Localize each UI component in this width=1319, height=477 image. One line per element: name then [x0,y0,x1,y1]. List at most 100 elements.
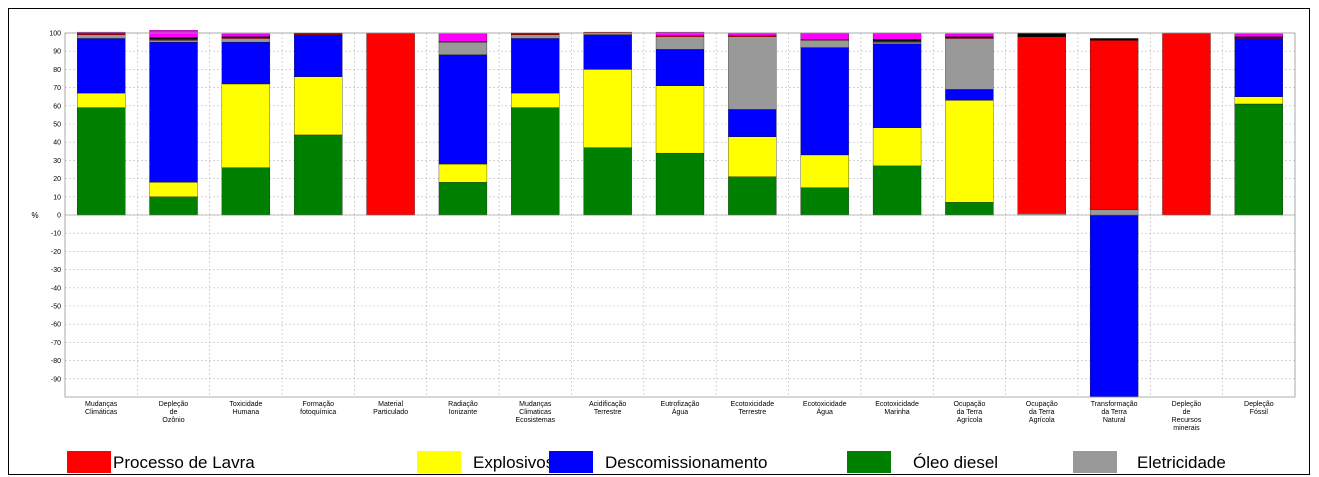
bar-segment [945,100,994,203]
chart-frame: -90 -80 -70 -60 -50 -40 -30 -20 -10 0 10 20 30 40 50 60… [8,8,1310,475]
legend: Processo de Lavra Explosivos Descomissiona… [67,451,1226,473]
y-tick-label: -90 [51,376,61,383]
bar-segment [438,33,488,42]
axis-layer: -90 -80 -70 -60 -50 -40 -30 -20 -10 0 10 20 30 40 50 60… [49,31,1296,398]
y-tick-label: -30 [51,267,61,274]
legend-swatch [67,451,111,473]
bar-segment [1017,32,1066,37]
bar-segment [1162,32,1211,216]
y-tick-label: 100 [49,31,61,38]
bar-segment [655,85,705,154]
bar-segment [800,187,849,216]
bar-segment [655,31,705,36]
bar-segment [728,36,777,110]
bar-segment [800,47,849,156]
y-tick-label: 20 [53,176,61,183]
bar-segment [438,163,488,183]
bar-segment [872,165,922,216]
bar-segment [77,38,126,94]
bar-segment [945,202,994,216]
y-tick-label: 90 [53,49,61,56]
legend-label: Processo de Lavra [113,453,255,472]
bar-segment [438,54,488,165]
bar-segment [583,69,632,148]
bar-segment [149,182,198,197]
x-category-label: Ocupação da Terra Agrícola [1026,401,1058,424]
category-labels: Mudanças Climáticas Depleção de Ozônio Toxici… [85,401,1274,432]
bar-segment [221,83,271,168]
bar-segment [1234,38,1283,97]
bar-segment [872,41,922,45]
x-category-label: Mudanças Climaticas Ecosistemas [515,401,555,424]
y-tick-label: -50 [51,304,61,311]
y-tick-label: 50 [53,122,61,129]
x-category-label: Ecotoxicidade Água [803,401,847,416]
bar-segment [294,76,343,136]
bar-segment [872,32,922,40]
y-tick-label: -70 [51,340,61,347]
x-category-label: Transformação da Terra Natural [1091,401,1138,424]
bar-segment [511,34,560,39]
bar-segment [149,37,198,40]
bar-segment [366,32,415,216]
x-category-label: Material Particulado [373,401,408,416]
bar-segment [294,34,343,77]
bar-segment [511,107,560,216]
bar-segment [1089,38,1139,41]
y-tick-label: 70 [53,85,61,92]
bar-segment [728,109,777,137]
bar-segment [800,32,849,40]
bars-layer [77,30,1283,398]
y-tick-label: -40 [51,285,61,292]
x-category-label: Radiação Ionizante [448,401,478,416]
y-tick-label: 0 [57,213,61,220]
legend-swatch [417,451,461,473]
bar-segment [800,40,849,48]
x-category-label: Ecotoxicidade Terrestre [731,401,775,416]
x-category-label: Formação fotoquímica [300,401,336,416]
bar-segment [945,38,994,90]
y-tick-label: 10 [53,194,61,201]
legend-label: Óleo diesel [913,453,998,472]
bar-segment [872,127,922,167]
bar-segment [511,38,560,94]
bar-segment [655,49,705,86]
y-tick-label: -20 [51,249,61,256]
x-category-label: Depleção de Recursos minerais [1172,401,1202,432]
y-tick-label: -80 [51,358,61,365]
bar-segment [221,33,271,37]
stacked-bar-chart: -90 -80 -70 -60 -50 -40 -30 -20 -10 0 10 20 30 40 50 60… [31,30,1296,473]
x-category-label: Eutrofização Água [661,401,700,416]
legend-swatch [1073,451,1117,473]
bar-segment [728,176,777,216]
bar-segment [77,107,126,216]
bar-segment [511,92,560,108]
bar-segment [1234,33,1283,37]
bar-segment [149,196,198,216]
bar-segment [583,34,632,70]
legend-label: Descomissionamento [605,453,768,472]
bar-segment [438,182,488,216]
bar-segment [728,32,777,36]
bar-segment [655,36,705,50]
legend-label: Explosivos [473,453,554,472]
y-tick-label: 40 [53,140,61,147]
x-category-label: Depleção de Ozônio [159,401,189,424]
bar-segment [77,34,126,39]
bar-segment [1089,214,1139,398]
bar-segment [872,39,922,42]
bar-segment [149,30,198,38]
bar-segment [945,33,994,37]
bar-segment [728,136,777,177]
y-tick-label: -60 [51,322,61,329]
y-tick-label: 30 [53,158,61,165]
bar-segment [800,154,849,188]
x-category-label: Toxicidade Humana [229,401,262,416]
bar-segment [438,41,488,55]
legend-swatch [549,451,593,473]
bar-segment [1089,209,1139,216]
bar-segment [1234,103,1283,216]
x-category-label: Mudanças Climáticas [85,401,118,416]
bar-segment [294,134,343,216]
x-category-label: Acidificação Terrestre [589,401,626,416]
